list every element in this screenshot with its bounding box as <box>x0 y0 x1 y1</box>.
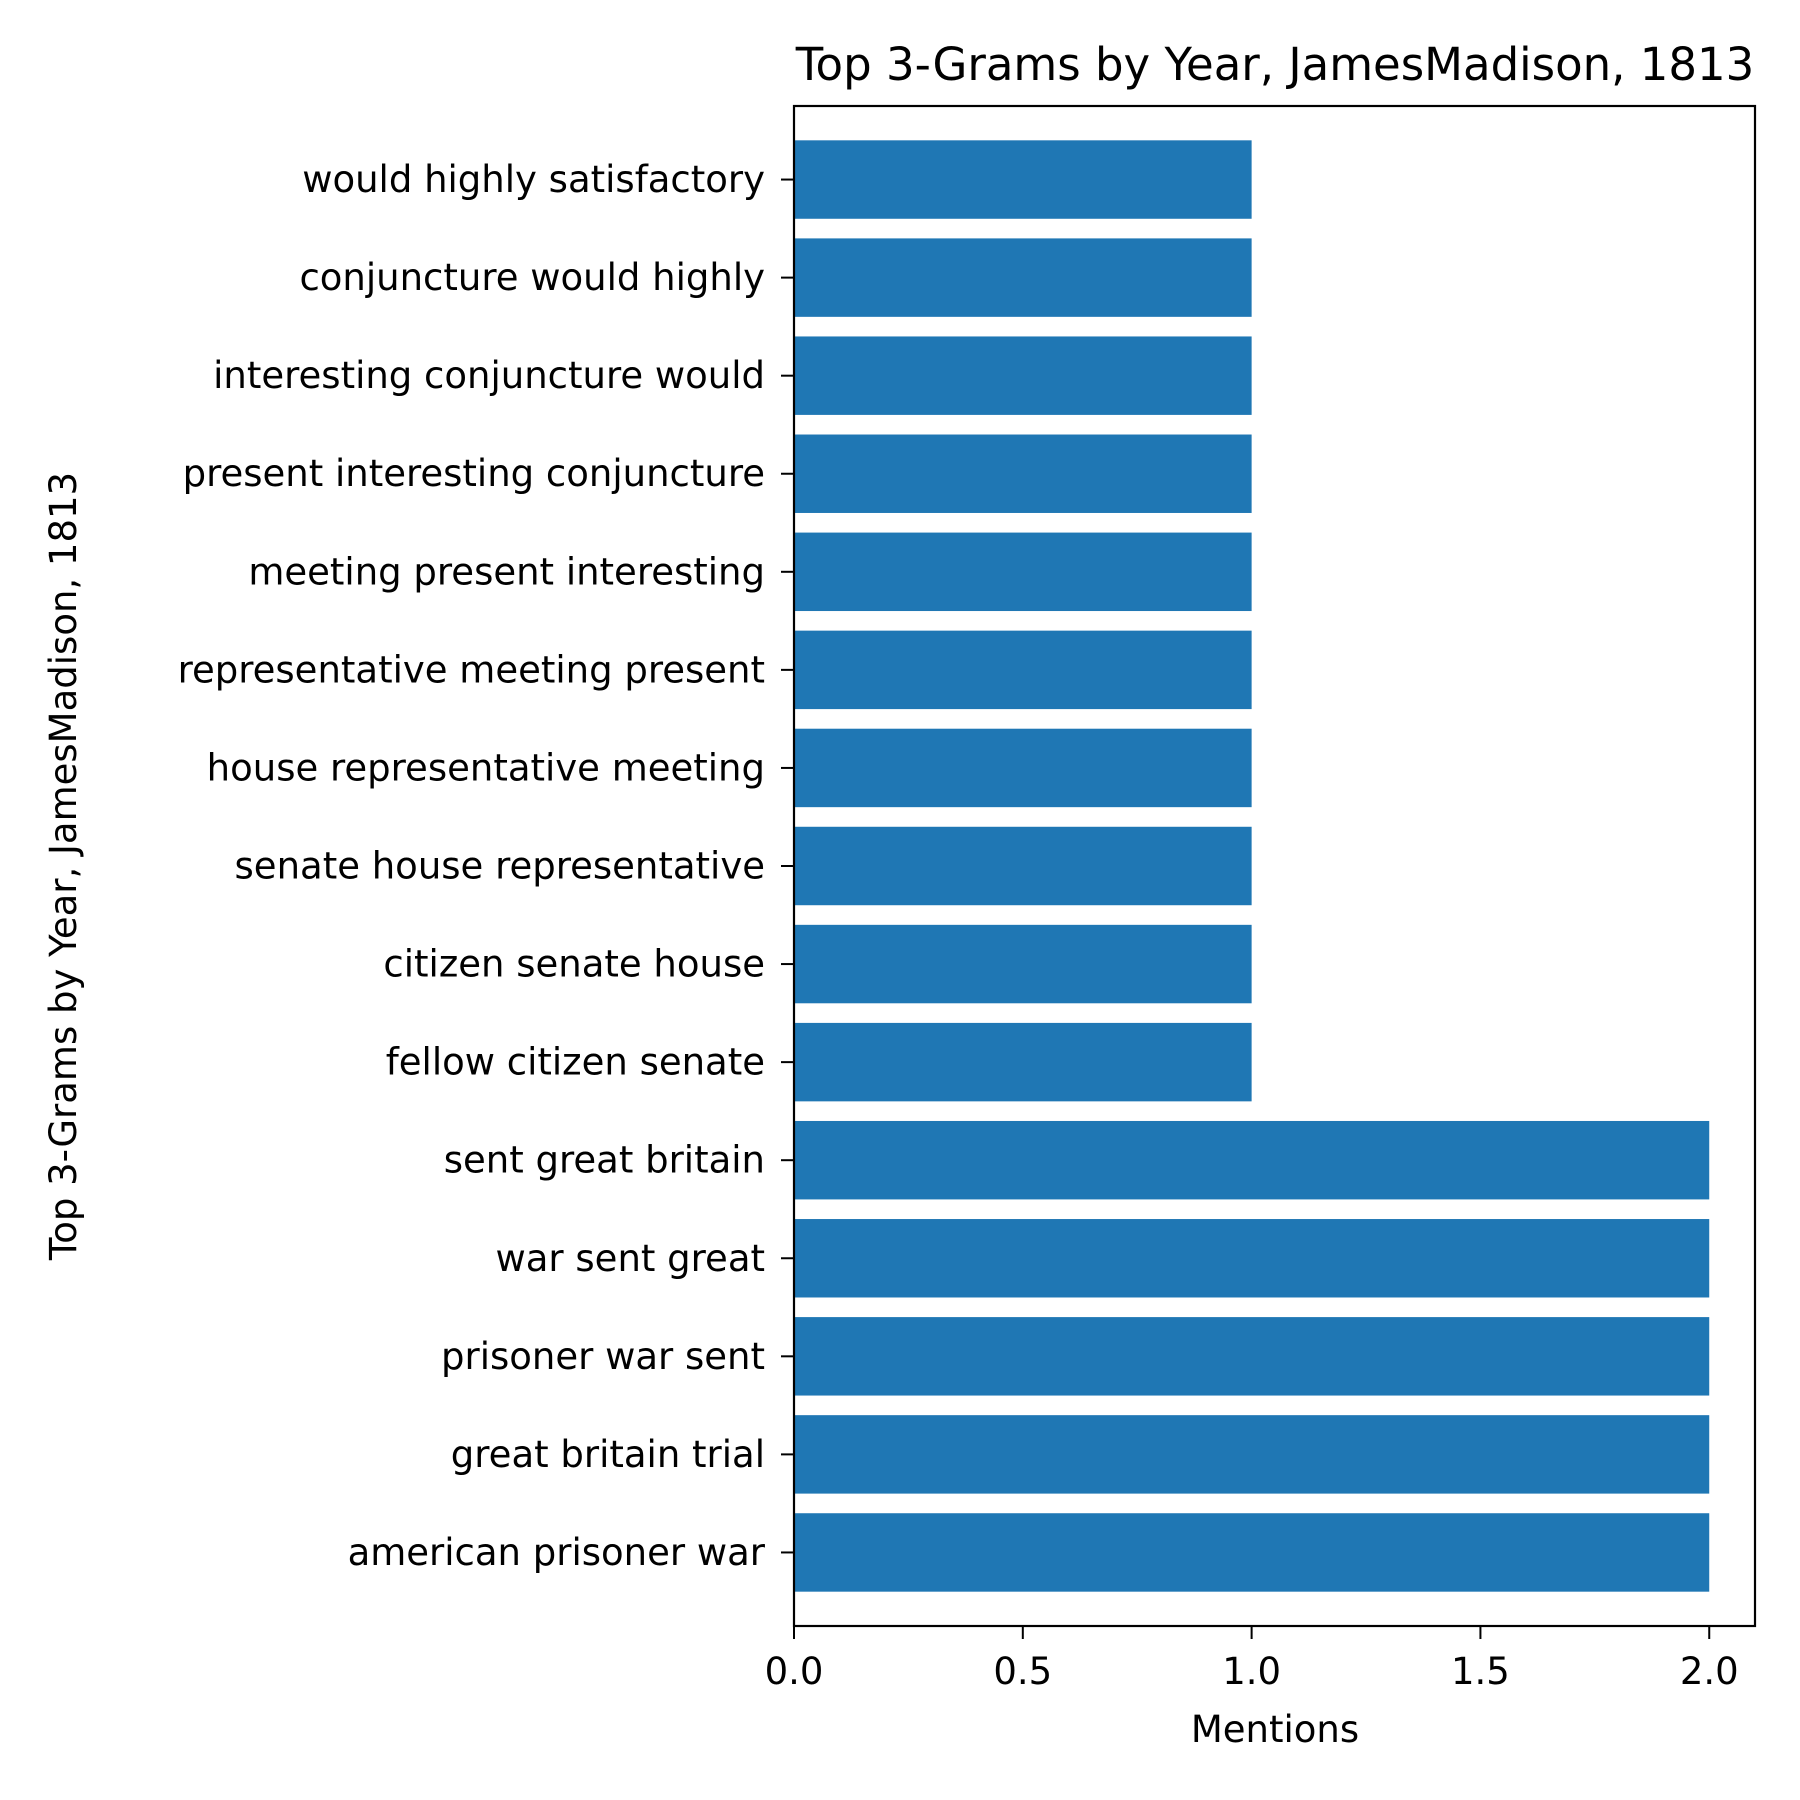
y-tick-label: senate house representative <box>235 845 765 888</box>
x-tick-label: 1.5 <box>1451 1650 1510 1693</box>
bar <box>794 1317 1710 1396</box>
x-tick-label: 0.5 <box>993 1650 1052 1693</box>
y-tick-label: interesting conjuncture would <box>213 354 765 397</box>
y-tick-label: great britain trial <box>451 1433 765 1476</box>
x-tick-label: 1.0 <box>1222 1650 1281 1693</box>
bar <box>794 1022 1252 1102</box>
y-tick-label: sent great britain <box>444 1139 765 1182</box>
chart-title: Top 3-Grams by Year, JamesMadison, 1813 <box>795 38 1755 91</box>
bar <box>794 924 1252 1004</box>
bar <box>794 532 1252 612</box>
x-ticks: 0.0 0.5 1.0 1.5 2.0 <box>765 1626 1739 1693</box>
x-axis-label: Mentions <box>1191 1708 1359 1751</box>
y-tick-label: war sent great <box>496 1237 766 1280</box>
bars <box>794 140 1710 1592</box>
bar <box>794 1120 1710 1200</box>
y-tick-label: house representative meeting <box>207 746 765 789</box>
y-tick-label: conjuncture would highly <box>299 256 765 299</box>
y-tick-label: present interesting conjuncture <box>183 452 765 495</box>
bar <box>794 728 1252 808</box>
y-tick-label: fellow citizen senate <box>386 1041 765 1084</box>
bar <box>794 434 1252 513</box>
y-tick-label: citizen senate house <box>383 943 765 986</box>
y-ticks: american prisoner war great britain trial… <box>178 158 794 1574</box>
x-tick-label: 2.0 <box>1680 1650 1739 1693</box>
bar <box>794 336 1252 415</box>
bar <box>794 1513 1710 1592</box>
plot-frame <box>792 104 1757 1628</box>
y-tick-label: would highly satisfactory <box>302 158 765 201</box>
y-tick-label: american prisoner war <box>348 1531 766 1574</box>
y-tick-label: prisoner war sent <box>441 1335 765 1378</box>
bar <box>794 238 1252 317</box>
bar <box>794 1219 1710 1298</box>
bar <box>794 140 1252 219</box>
y-tick-label: representative meeting present <box>178 648 765 691</box>
x-tick-label: 0.0 <box>765 1650 824 1693</box>
bar <box>794 1415 1710 1494</box>
y-axis-label: Top 3-Grams by Year, JamesMadison, 1813 <box>42 472 85 1261</box>
bar <box>794 826 1252 906</box>
bar <box>794 630 1252 710</box>
y-tick-label: meeting present interesting <box>248 550 765 593</box>
